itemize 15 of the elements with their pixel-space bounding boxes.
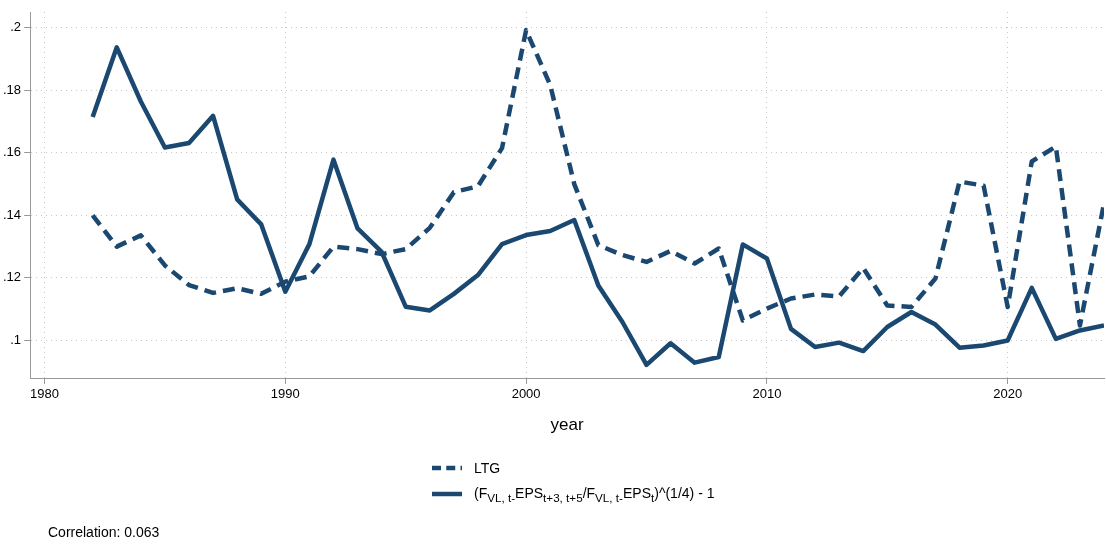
x-tick-label: 1980 <box>30 386 59 402</box>
x-tick-label: 2000 <box>511 386 541 402</box>
y-tick-label: .14 <box>2 206 22 222</box>
text: (F$_{VL, t-}$EPS$_{t+3, t+5}$/F$_{VL, t-}$EPS$_{t}$)^(1/4) - 1 <box>474 484 715 504</box>
y-tick-label: .12 <box>2 269 22 285</box>
x-tick-label: 1990 <box>270 386 300 402</box>
x-tick-label: 2010 <box>752 386 782 402</box>
legend-label: LTG <box>474 460 501 476</box>
y-tick-label: .2 <box>10 19 22 35</box>
y-tick-label: .1 <box>10 332 22 348</box>
y-tick-label: .16 <box>2 144 22 160</box>
x-tick-label: 2020 <box>993 386 1023 402</box>
y-tick-label: .18 <box>2 81 22 97</box>
text: Correlation: 0.063 <box>48 524 160 540</box>
x-axis-title: year <box>550 415 584 435</box>
